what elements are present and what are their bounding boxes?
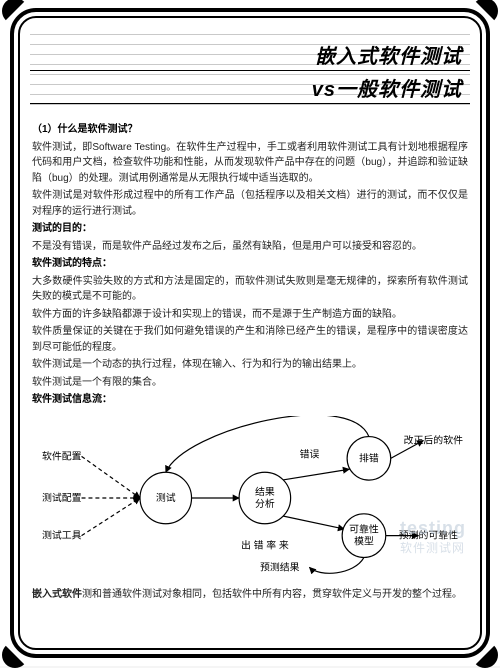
paragraph: 软件方面的许多缺陷都源于设计和实现上的错误，而不是源于生产制造方面的缺陷。 <box>32 307 468 323</box>
corner-decoration <box>2 0 28 24</box>
svg-text:预测的可靠性: 预测的可靠性 <box>399 528 458 541</box>
svg-text:预测结果: 预测结果 <box>260 560 300 573</box>
paragraph: 软件测试，即Software Testing。在软件生产过程中，手工或者利用软件… <box>32 140 468 187</box>
sub-heading: 软件测试的特点： <box>32 256 468 272</box>
page: 嵌入式软件测试 vs一般软件测试 （1）什么是软件测试？ 软件测试，即Softw… <box>0 0 500 666</box>
closing-rest: 测和普通软件测试对象相同，包括软件中所有内容，贯穿软件定义与开发的整个过程。 <box>82 589 462 600</box>
paragraph: 软件测试是一个有限的集合。 <box>32 375 468 391</box>
svg-text:排错: 排错 <box>359 451 379 464</box>
closing-paragraph: 嵌入式软件测和普通软件测试对象相同，包括软件中所有内容，贯穿软件定义与开发的整个… <box>32 587 468 603</box>
corner-decoration <box>472 642 498 668</box>
corner-decoration <box>472 0 498 24</box>
sub-heading: 软件测试信息流： <box>32 392 468 408</box>
svg-text:改正后的软件: 改正后的软件 <box>404 433 463 446</box>
svg-text:测试: 测试 <box>156 490 176 503</box>
svg-text:软件配置: 软件配置 <box>42 449 82 462</box>
paragraph: 软件测试是一个动态的执行过程，体现在输入、行为和行为的输出结果上。 <box>32 357 468 373</box>
title-line-1: 嵌入式软件测试 <box>30 38 470 71</box>
title-line-2: vs一般软件测试 <box>30 71 470 104</box>
svg-text:出 错 率 来: 出 错 率 来 <box>241 538 289 551</box>
svg-text:模型: 模型 <box>354 534 374 547</box>
paragraph: 软件质量保证的关键在于我们如何避免错误的产生和消除已经产生的错误，是程序中的错误… <box>32 324 468 355</box>
svg-text:测试工具: 测试工具 <box>42 528 82 541</box>
body-text: （1）什么是软件测试？ 软件测试，即Software Testing。在软件生产… <box>26 118 474 603</box>
sub-heading: 测试的目的： <box>32 221 468 237</box>
paragraph: 软件测试是对软件形成过程中的所有工作产品（包括程序以及相关文档）进行的测试，而不… <box>32 188 468 219</box>
svg-text:测试配置: 测试配置 <box>42 490 82 503</box>
closing-lead: 嵌入式软件 <box>32 589 82 600</box>
svg-text:可靠性: 可靠性 <box>349 522 379 535</box>
section-heading: （1）什么是软件测试？ <box>32 122 468 138</box>
svg-text:分析: 分析 <box>255 496 275 509</box>
paragraph: 不是没有错误，而是软件产品经过发布之后，虽然有缺陷，但是用户可以接受和容忍的。 <box>32 239 468 255</box>
svg-text:结果: 结果 <box>255 485 275 498</box>
flow-diagram: 软件配置测试配置测试工具 测试 结果分析 错误 排错 改正后的软件出 错 率 来 可靠性模型… <box>32 416 468 582</box>
paragraph: 大多数硬件实验失败的方式和方法是固定的，而软件测试失败则是毫无规律的，探索所有软… <box>32 274 468 305</box>
title-block: 嵌入式软件测试 vs一般软件测试 <box>30 34 470 108</box>
corner-decoration <box>2 642 28 668</box>
svg-text:错误: 错误 <box>300 447 320 460</box>
